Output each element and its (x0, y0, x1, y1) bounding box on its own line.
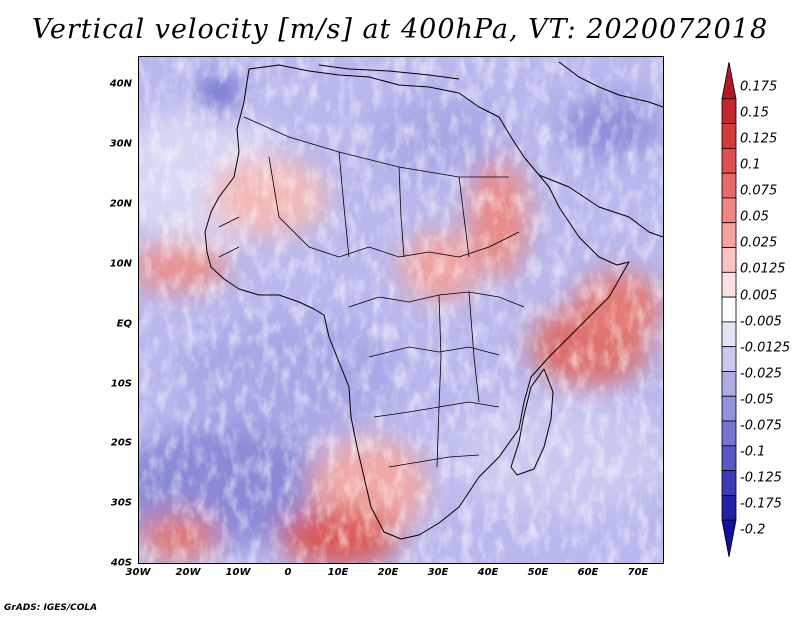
colorbar-swatch-9 (721, 296, 737, 323)
lat-label-30s: 30S (110, 497, 132, 509)
lat-label-40n: 40N (109, 78, 132, 90)
colorbar-swatch-7 (721, 247, 737, 273)
lat-label-10s: 10S (110, 378, 132, 390)
lon-label-30e: 30E (427, 567, 449, 578)
lon-label-10w: 10W (225, 567, 251, 578)
colorbar-swatch-12 (721, 371, 737, 397)
colorbar-segments (721, 62, 737, 557)
arabia-coast (538, 174, 663, 238)
country-borders (218, 116, 525, 468)
colorbar-swatch-17 (721, 495, 737, 521)
lat-label-eq: EQ (116, 318, 132, 330)
colorbar-swatch-18 (721, 519, 737, 557)
map-title: Vertical velocity [m/s] at 400hPa, VT: 2… (31, 14, 769, 45)
lat-label-40s: 40S (110, 557, 132, 569)
colorbar-swatch-4 (721, 172, 737, 199)
colorbar-swatch-8 (721, 271, 737, 298)
mediterranean-coast (318, 64, 460, 80)
colorbar-swatch-1 (721, 98, 737, 124)
colorbar-label-neg-0.025: -0.025 (740, 366, 782, 382)
lat-label-20s: 20S (110, 437, 132, 449)
colorbar-label-0.1: 0.1 (740, 157, 761, 173)
colorbar-label-neg-0.075: -0.075 (740, 418, 782, 434)
colorbar-label-neg-0.2: -0.2 (740, 522, 766, 538)
colorbar-label-0.175: 0.175 (740, 79, 778, 95)
colorbar-swatch-15 (721, 445, 737, 472)
lon-label-10e: 10E (327, 567, 349, 578)
lon-label-60e: 60E (577, 567, 599, 578)
colorbar-swatch-6 (721, 222, 737, 248)
colorbar-label-neg-0.1: -0.1 (740, 444, 766, 460)
colorbar-swatch-13 (721, 395, 737, 422)
lon-label-20w: 20W (175, 567, 201, 578)
colorbar-label-neg-0.005: -0.005 (740, 314, 782, 330)
colorbar-label-0.125: 0.125 (740, 131, 778, 147)
colorbar-swatch-0 (721, 62, 737, 100)
asia-coast (558, 61, 663, 108)
lon-label-30w: 30W (125, 567, 151, 578)
colorbar-swatch-16 (721, 470, 737, 496)
colorbar-swatch-5 (721, 197, 737, 224)
lon-label-50e: 50E (527, 567, 549, 578)
colorbar-label-0.15: 0.15 (740, 105, 769, 121)
colorbar-label-neg-0.125: -0.125 (740, 470, 782, 486)
lat-label-10n: 10N (109, 258, 132, 270)
lat-label-20n: 20N (109, 198, 132, 210)
colorbar-label-neg-0.05: -0.05 (740, 392, 774, 408)
lon-label-20e: 20E (377, 567, 399, 578)
lon-label-70e: 70E (627, 567, 649, 578)
grads-credit: GrADS: IGES/COLA (4, 603, 98, 613)
colorbar-label-0.0125: 0.0125 (740, 261, 786, 277)
colorbar-label-0.025: 0.025 (740, 235, 778, 251)
colorbar-label-0.05: 0.05 (740, 209, 769, 225)
colorbar-label-0.075: 0.075 (740, 183, 778, 199)
field-texture (139, 57, 663, 563)
colorbar-swatch-2 (721, 123, 737, 149)
map-panel (138, 56, 664, 564)
colorbar-swatch-10 (721, 321, 737, 348)
coastlines (204, 61, 663, 540)
colorbar-swatch-11 (721, 346, 737, 372)
lat-label-30n: 30N (109, 138, 132, 150)
colorbar-label-neg-0.0125: -0.0125 (740, 340, 791, 356)
colorbar-label-0.005: 0.005 (740, 288, 778, 304)
lon-label-40e: 40E (477, 567, 499, 578)
africa-outline (204, 64, 630, 540)
lon-label-0: 0 (284, 567, 292, 578)
colorbar-label-neg-0.175: -0.175 (740, 496, 782, 512)
colorbar-swatch-14 (721, 420, 737, 447)
colorbar (721, 62, 737, 557)
madagascar-outline (510, 368, 554, 476)
colorbar-swatch-3 (721, 147, 737, 174)
velocity-field (139, 57, 663, 563)
